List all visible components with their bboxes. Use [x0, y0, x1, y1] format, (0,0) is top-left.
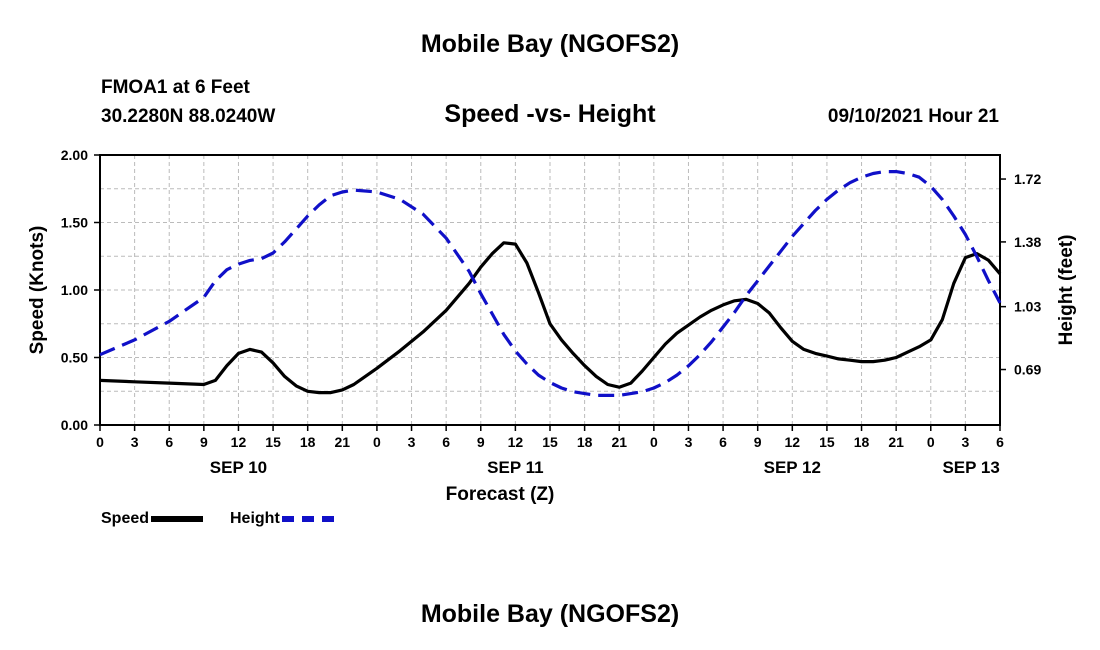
- y-left-tick-label: 2.00: [61, 147, 88, 163]
- date-label: SEP 12: [764, 458, 821, 477]
- x-tick-label: 12: [231, 434, 247, 450]
- x-tick-label: 3: [685, 434, 693, 450]
- grid-layer: [100, 155, 1000, 425]
- y-right-tick-label: 1.38: [1014, 234, 1041, 250]
- x-tick-label: 0: [96, 434, 104, 450]
- x-tick-label: 3: [408, 434, 416, 450]
- page-title: Mobile Bay (NGOFS2): [420, 30, 680, 58]
- x-tick-label: 3: [961, 434, 969, 450]
- x-tick-label: 6: [442, 434, 450, 450]
- forecast-timestamp: 09/10/2021 Hour 21: [827, 106, 999, 127]
- y-left-tick-label: 1.50: [61, 215, 88, 231]
- legend-speed-swatch: [151, 516, 204, 522]
- y-right-tick-label: 1.03: [1014, 299, 1041, 315]
- date-label: SEP 11: [487, 458, 543, 477]
- y-axis-right-label: Height (feet): [1056, 235, 1077, 346]
- x-tick-label: 21: [611, 434, 627, 450]
- station-label: FMOA1 at 6 Feet: [101, 77, 250, 98]
- x-tick-label: 6: [719, 434, 727, 450]
- series-line-speed: [99, 241, 1002, 395]
- series-layer: [99, 170, 1002, 397]
- x-tick-label: 9: [200, 434, 208, 450]
- ticks-layer: 0 3 6 9 12 15 18 21 0 3 6 9 12 15 18 21 0 3 6 9 12 15 18 21 0 3 6 S…: [61, 147, 1042, 477]
- x-tick-label: 15: [265, 434, 281, 450]
- x-tick-label: 18: [300, 434, 316, 450]
- footer-title: Mobile Bay (NGOFS2): [420, 600, 680, 628]
- legend-item-speed: Speed: [101, 510, 204, 528]
- chart-subtitle: Speed -vs- Height: [444, 100, 656, 128]
- x-tick-label: 0: [650, 434, 658, 450]
- coordinates-label: 30.2280N 88.0240W: [101, 106, 276, 127]
- date-label: SEP 13: [942, 458, 999, 477]
- series-line-height: [99, 170, 1002, 397]
- x-tick-label: 21: [335, 434, 351, 450]
- y-left-tick-label: 0.00: [61, 417, 88, 433]
- legend-item-height: Height: [230, 510, 334, 528]
- x-tick-label: 9: [754, 434, 762, 450]
- y-left-tick-label: 0.50: [61, 350, 88, 366]
- y-right-tick-label: 0.69: [1014, 362, 1041, 378]
- x-tick-label: 12: [508, 434, 524, 450]
- x-tick-label: 6: [996, 434, 1004, 450]
- x-tick-label: 18: [577, 434, 593, 450]
- x-tick-label: 15: [542, 434, 558, 450]
- x-tick-label: 9: [477, 434, 485, 450]
- legend-speed-label: Speed: [101, 510, 150, 527]
- x-tick-label: 6: [165, 434, 173, 450]
- legend-height-swatch: [281, 516, 334, 522]
- y-left-tick-label: 1.00: [61, 282, 88, 298]
- x-tick-label: 21: [888, 434, 904, 450]
- y-axis-left-label: Speed (Knots): [27, 226, 48, 355]
- x-tick-label: 3: [131, 434, 139, 450]
- x-tick-label: 0: [927, 434, 935, 450]
- x-tick-label: 18: [854, 434, 870, 450]
- date-label: SEP 10: [210, 458, 267, 477]
- x-axis-label: Forecast (Z): [446, 484, 555, 505]
- x-tick-label: 12: [785, 434, 801, 450]
- x-tick-label: 0: [373, 434, 381, 450]
- y-right-tick-label: 1.72: [1014, 171, 1041, 187]
- x-tick-label: 15: [819, 434, 835, 450]
- legend-height-label: Height: [230, 510, 280, 527]
